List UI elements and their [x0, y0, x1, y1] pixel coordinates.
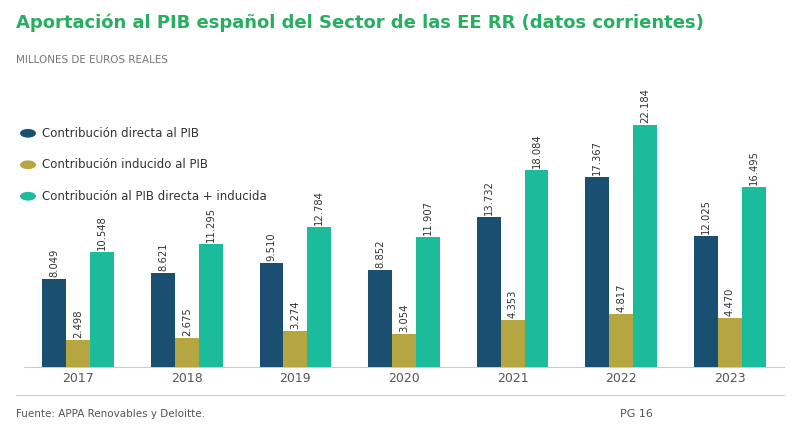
Text: 9.510: 9.510 — [266, 232, 277, 261]
Bar — [198, 244, 222, 367]
Bar — [501, 319, 525, 367]
Bar — [610, 315, 633, 367]
Bar — [259, 263, 283, 367]
Text: 11.295: 11.295 — [206, 207, 216, 242]
Text: Contribución al PIB directa + inducida: Contribución al PIB directa + inducida — [42, 190, 267, 203]
Text: 8.852: 8.852 — [375, 240, 385, 268]
Bar — [718, 318, 742, 367]
Text: 11.907: 11.907 — [423, 200, 433, 235]
Text: 16.495: 16.495 — [749, 150, 758, 185]
Bar — [283, 331, 307, 367]
Bar — [525, 170, 548, 367]
Text: 4.817: 4.817 — [616, 284, 626, 312]
Bar — [307, 227, 331, 367]
Text: 10.548: 10.548 — [97, 215, 107, 250]
Text: 22.184: 22.184 — [640, 88, 650, 123]
Text: 12.025: 12.025 — [701, 199, 711, 234]
Text: 3.054: 3.054 — [399, 303, 409, 332]
Bar — [151, 273, 175, 367]
Text: 2.498: 2.498 — [74, 309, 83, 338]
Text: PG 16: PG 16 — [620, 409, 653, 419]
Bar — [90, 252, 114, 367]
Bar — [175, 338, 199, 367]
Text: 18.084: 18.084 — [531, 133, 542, 167]
Text: MILLONES DE EUROS REALES: MILLONES DE EUROS REALES — [16, 55, 168, 65]
Bar — [368, 271, 392, 367]
Text: 2.675: 2.675 — [182, 307, 192, 336]
Text: 4.353: 4.353 — [507, 289, 518, 318]
Bar — [742, 187, 766, 367]
Bar — [416, 237, 440, 367]
Text: 17.367: 17.367 — [592, 140, 602, 175]
Bar — [477, 217, 501, 367]
Bar — [392, 334, 416, 367]
Text: 4.470: 4.470 — [725, 288, 734, 316]
Text: 3.274: 3.274 — [290, 301, 301, 329]
Bar — [633, 125, 657, 367]
Text: Contribución inducido al PIB: Contribución inducido al PIB — [42, 158, 208, 171]
Text: 13.732: 13.732 — [484, 180, 494, 215]
Text: Fuente: APPA Renovables y Deloitte.: Fuente: APPA Renovables y Deloitte. — [16, 409, 205, 419]
Text: 8.049: 8.049 — [50, 249, 59, 277]
Text: 8.621: 8.621 — [158, 242, 168, 271]
Bar — [66, 340, 90, 367]
Bar — [586, 177, 610, 367]
Text: Aportación al PIB español del Sector de las EE RR (datos corrientes): Aportación al PIB español del Sector de … — [16, 13, 704, 31]
Text: Contribución directa al PIB: Contribución directa al PIB — [42, 127, 199, 140]
Text: 12.784: 12.784 — [314, 191, 324, 225]
Bar — [694, 236, 718, 367]
Bar — [42, 279, 66, 367]
